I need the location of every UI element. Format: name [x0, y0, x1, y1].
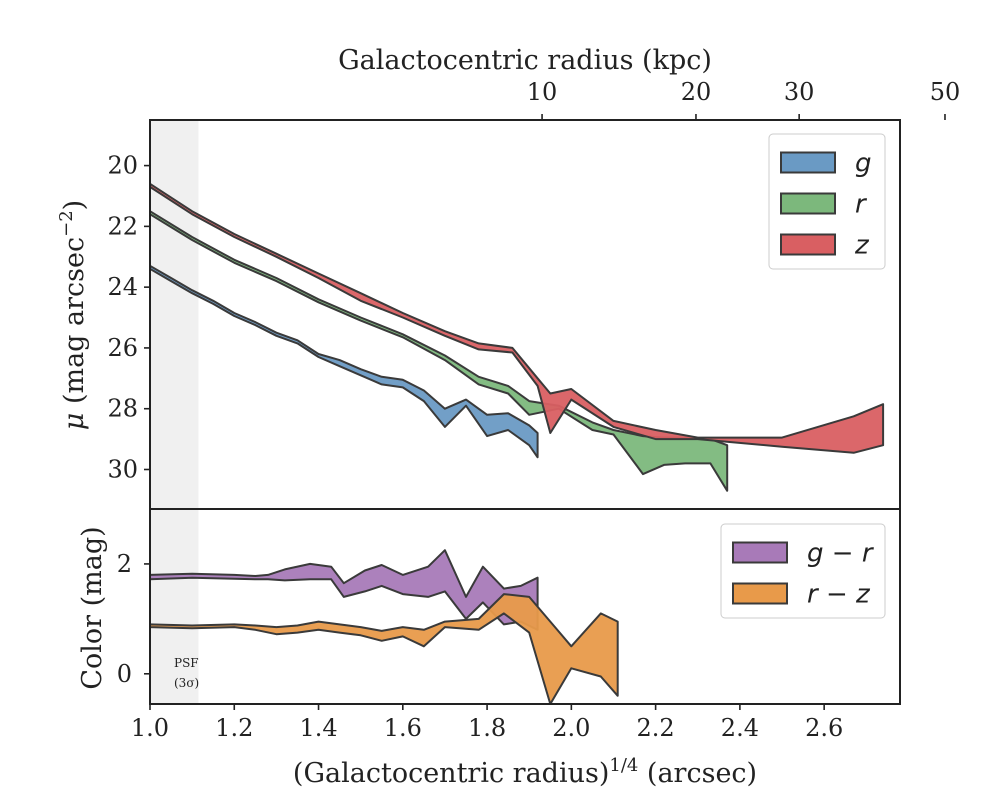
- y-tick-label-top: 24: [107, 273, 138, 301]
- x-tick-label: 1.4: [299, 714, 337, 742]
- legend-swatch: [732, 582, 788, 605]
- x-label-exponent: 1/4: [609, 755, 638, 776]
- top-y-label-text: (mag arcsec: [59, 237, 90, 413]
- surface-brightness-bands: [150, 182, 885, 492]
- legend-label: g: [855, 149, 872, 179]
- band-top-2: [150, 182, 885, 454]
- psf-label: PSF: [174, 656, 199, 670]
- x-tick-label: 1.8: [468, 714, 506, 742]
- x-tick-label: 1.6: [384, 714, 422, 742]
- psf-sigma-label: (3σ): [174, 676, 199, 690]
- x-tick-label: 2.6: [805, 714, 843, 742]
- top-y-label-close: ): [59, 200, 90, 211]
- top-tick-label: 30: [784, 78, 815, 106]
- top-tick-label: 20: [681, 78, 712, 106]
- legend-swatch: [780, 233, 836, 256]
- y-tick-label-top: 20: [107, 152, 138, 180]
- bottom-y-axis-label: Color (mag): [77, 526, 108, 689]
- band-top-0: [150, 264, 539, 459]
- y-tick-label-bottom: 2: [117, 550, 132, 578]
- legend-bottom: g − r r − z: [720, 523, 886, 619]
- top-axis-label: Galactocentric radius (kpc): [338, 45, 712, 76]
- y-tick-label-top: 30: [107, 455, 138, 483]
- y-tick-label-top: 22: [107, 212, 138, 240]
- bottom-panel-frame: [149, 508, 901, 705]
- x-axis-label: (Galactocentric radius)1/4 (arcsec): [293, 755, 757, 789]
- psf-region-bottom: [150, 509, 199, 704]
- mu-symbol: μ: [59, 413, 90, 431]
- legend-label: g − r: [807, 539, 875, 569]
- legend-label: z: [854, 231, 870, 261]
- legend-swatch: [732, 541, 788, 564]
- legend-swatch: [780, 192, 836, 215]
- psf-region-top: [150, 120, 199, 509]
- top-tick-label: 10: [527, 78, 558, 106]
- top-y-label-exponent: −2: [56, 210, 77, 237]
- axis-ticks: 20 22 24 26 28 30 0 2 1.0 1.2 1.4 1.6 1.8 2.0 2.2 2.4 2.…: [107, 78, 961, 742]
- y-tick-label-top: 26: [107, 334, 138, 362]
- top-y-axis-label: μ (mag arcsec−2): [56, 200, 90, 430]
- x-tick-label: 1.2: [215, 714, 253, 742]
- top-tick-label: 50: [930, 78, 961, 106]
- legend-label: r: [855, 190, 868, 220]
- band-bot-1: [150, 593, 619, 704]
- color-bands: [150, 549, 619, 704]
- band-top-1: [150, 210, 729, 492]
- y-tick-label-top: 28: [107, 395, 138, 423]
- x-label-unit: (arcsec): [638, 758, 757, 789]
- x-label-text: (Galactocentric radius): [293, 758, 609, 789]
- legend-top: grz: [768, 133, 886, 270]
- legend-label: r − z: [807, 580, 871, 610]
- x-tick-label: 2.2: [637, 714, 675, 742]
- y-tick-label-bottom: 0: [117, 660, 132, 688]
- x-tick-label: 2.0: [552, 714, 590, 742]
- x-tick-label: 1.0: [131, 714, 169, 742]
- x-tick-label: 2.4: [721, 714, 759, 742]
- legend-swatch: [780, 151, 836, 174]
